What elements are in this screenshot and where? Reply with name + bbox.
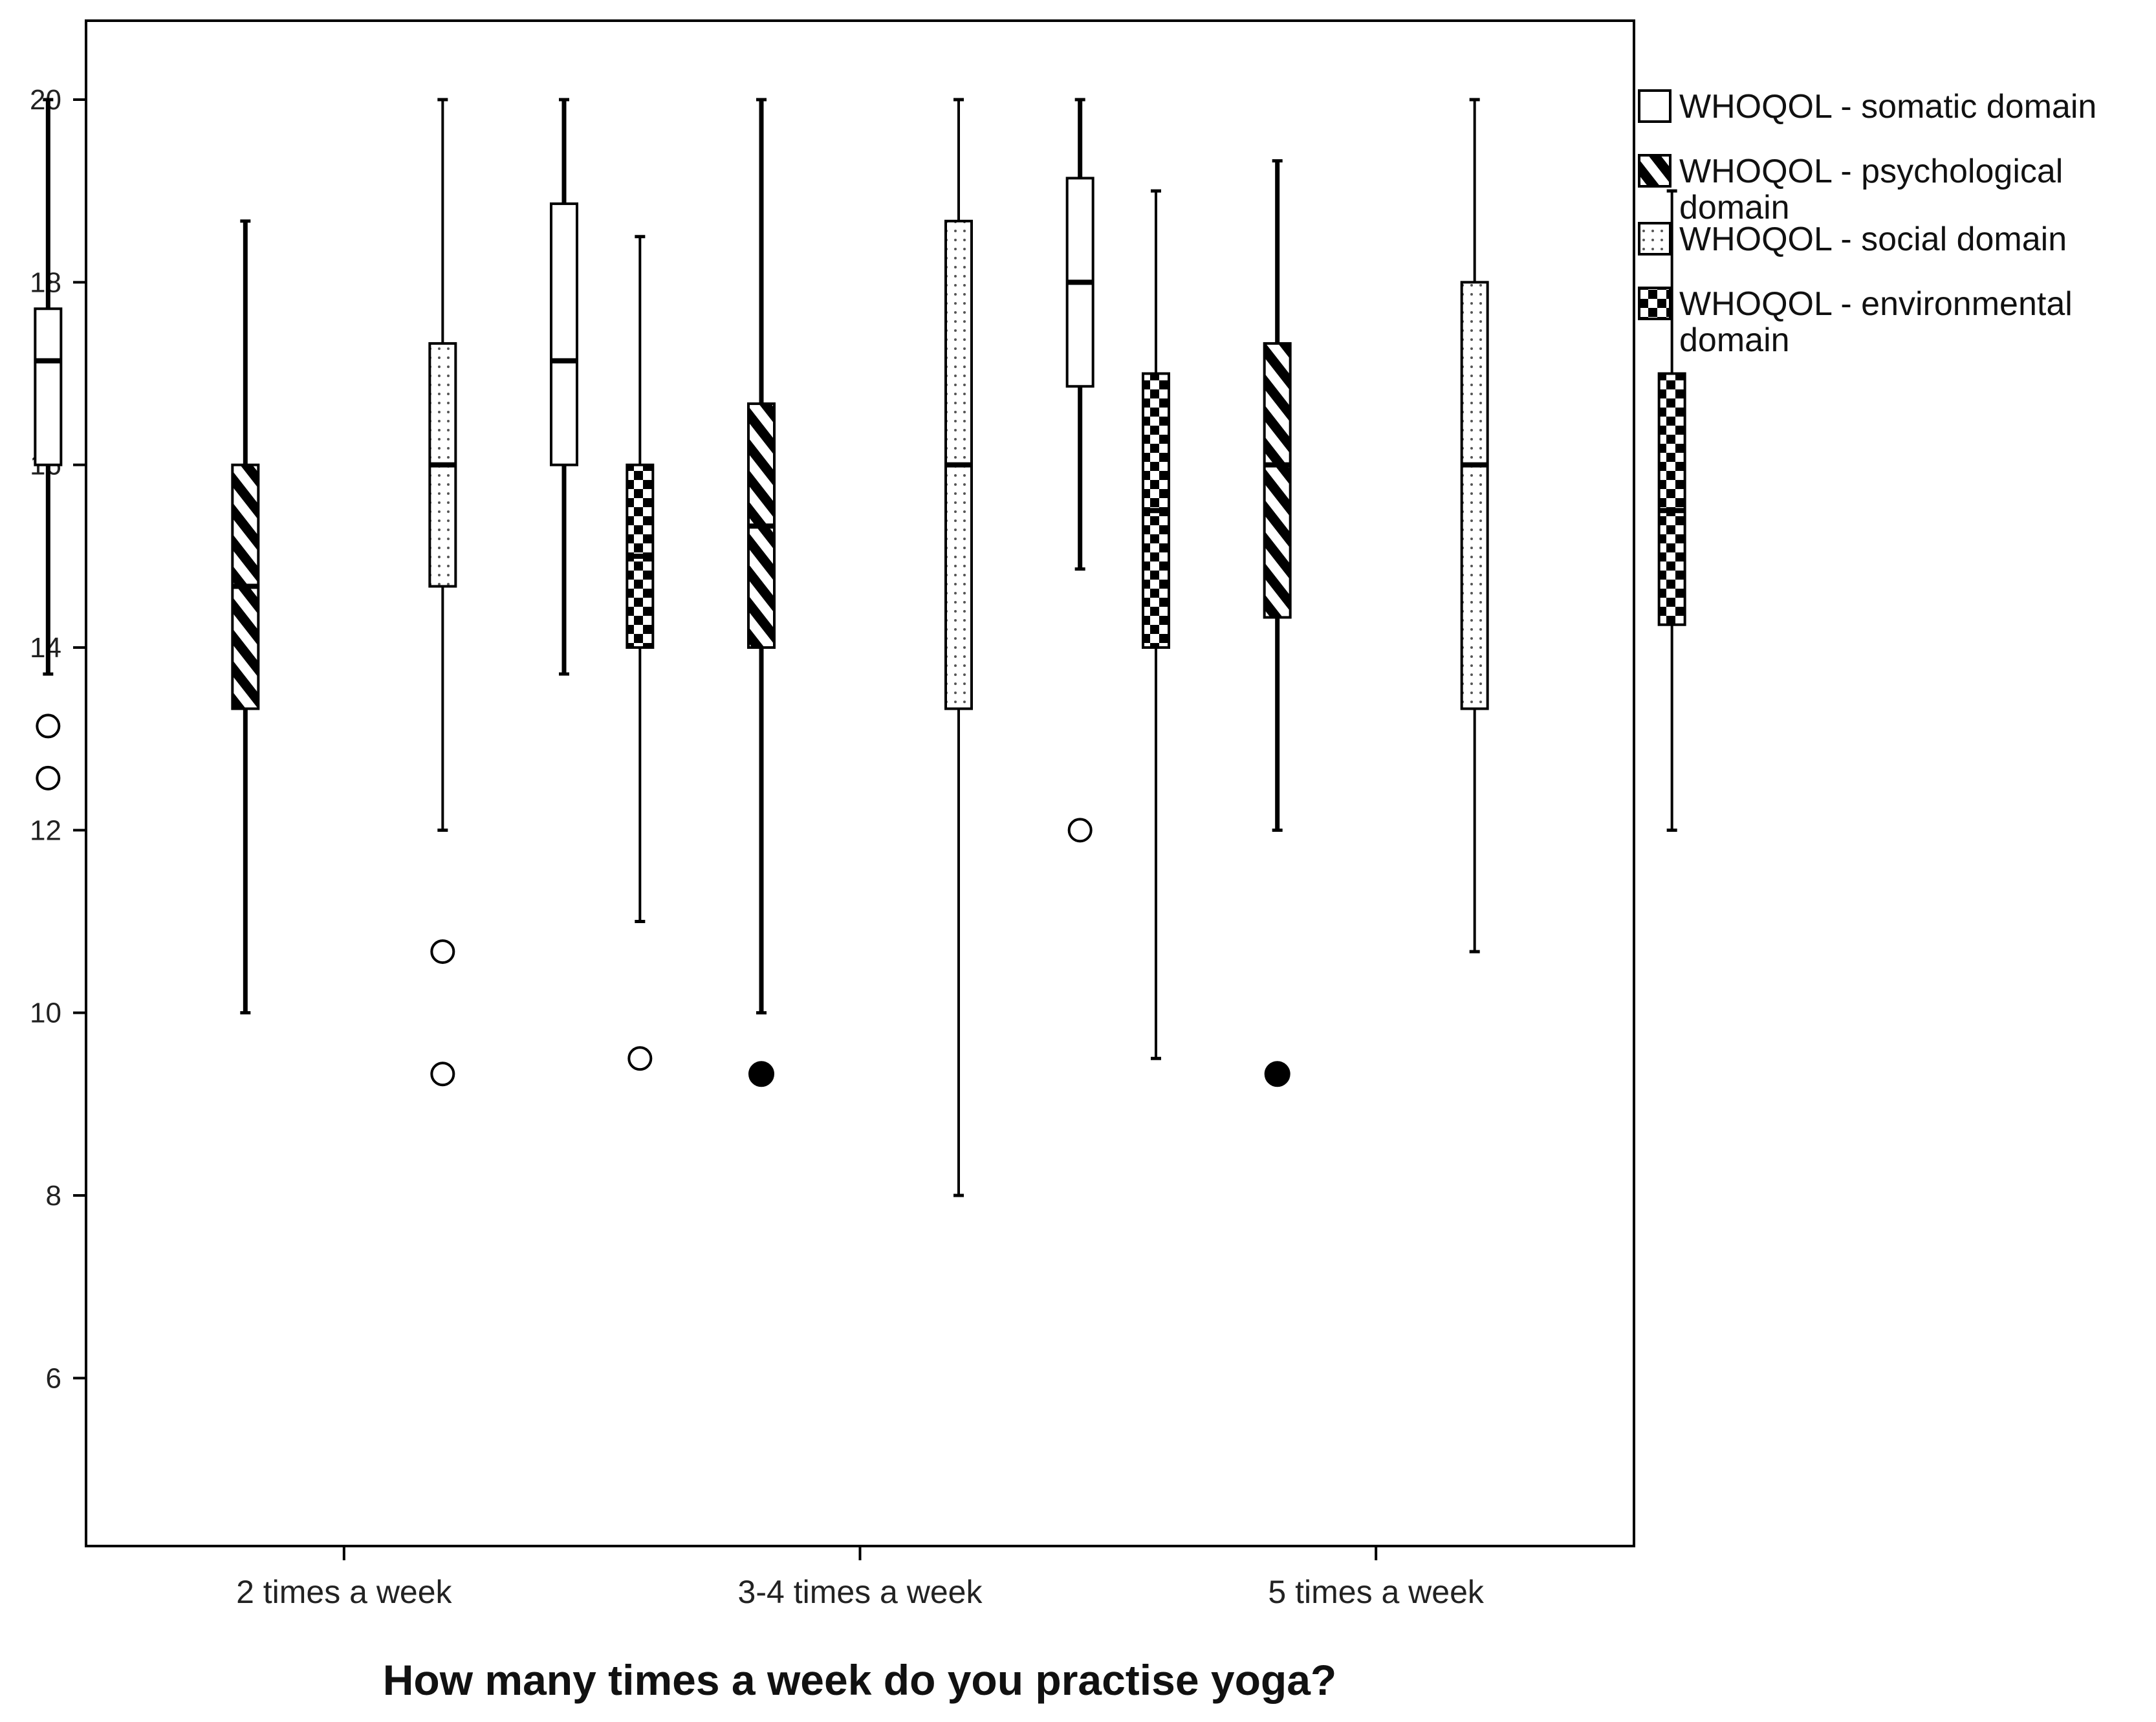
legend-label-continued: domain — [1679, 322, 1790, 359]
box-plot — [428, 98, 457, 1087]
box-plot — [626, 235, 655, 1071]
y-tick-label: 12 — [30, 814, 61, 846]
legend-swatch — [1638, 222, 1671, 256]
interquartile-box — [550, 202, 578, 466]
y-tick-label: 8 — [46, 1180, 61, 1212]
series-4-boxes — [626, 189, 1686, 1071]
x-axis: 2 times a week 3-4 times a week 5 times a … — [236, 1546, 1485, 1610]
box-plot — [747, 98, 776, 1087]
outlier-point — [748, 1061, 774, 1087]
outlier-point — [36, 765, 61, 790]
box-plot — [231, 219, 260, 1015]
x-category-label: 2 times a week — [236, 1574, 452, 1610]
legend-item: WHOQOL - social domain — [1638, 221, 2067, 258]
y-tick-label: 6 — [46, 1362, 61, 1394]
legend: WHOQOL - somatic domain WHOQOL - psycholo… — [1638, 88, 2096, 359]
y-tick-label: 18 — [30, 267, 61, 298]
y-axis: 68101214161820 — [30, 84, 86, 1394]
box-plot — [550, 98, 578, 676]
legend-swatch — [1638, 287, 1671, 320]
legend-item: WHOQOL - somatic domain — [1638, 88, 2096, 125]
legend-label: WHOQOL - environmental — [1679, 285, 2073, 323]
box-plot — [34, 98, 63, 790]
outlier-point — [627, 1046, 653, 1071]
box-series-group — [34, 98, 1686, 1197]
box-plot — [1065, 98, 1094, 843]
legend-label: WHOQOL - somatic domain — [1679, 88, 2096, 125]
box-plot — [1263, 159, 1292, 1087]
legend-swatch — [1638, 154, 1671, 188]
interquartile-box — [1263, 342, 1292, 619]
box-plot — [1142, 189, 1170, 1060]
outlier-point — [430, 939, 455, 965]
series-3-boxes — [428, 98, 1489, 1197]
legend-label: WHOQOL - psychological — [1679, 153, 2063, 190]
interquartile-box — [1460, 281, 1489, 710]
x-category-label: 5 times a week — [1268, 1574, 1484, 1610]
box-plot — [944, 98, 973, 1197]
y-tick-label: 14 — [30, 632, 61, 664]
legend-swatch — [1638, 89, 1671, 123]
plot-frame — [85, 19, 1635, 1547]
x-category-label: 3-4 times a week — [738, 1574, 983, 1610]
interquartile-box — [34, 307, 63, 466]
outlier-point — [430, 1062, 455, 1087]
outlier-point — [36, 714, 61, 739]
outlier-point — [1264, 1061, 1290, 1087]
x-axis-title: How many times a week do you practise yo… — [383, 1656, 1336, 1704]
y-tick-label: 10 — [30, 997, 61, 1029]
series-1-boxes — [34, 98, 1094, 843]
box-plot — [1657, 189, 1686, 832]
series-2-boxes — [231, 98, 1292, 1087]
legend-label-continued: domain — [1679, 189, 1790, 226]
outlier-point — [1067, 818, 1093, 843]
interquartile-box — [1657, 372, 1686, 626]
box-plot — [1460, 98, 1489, 954]
legend-label: WHOQOL - social domain — [1679, 221, 2067, 258]
